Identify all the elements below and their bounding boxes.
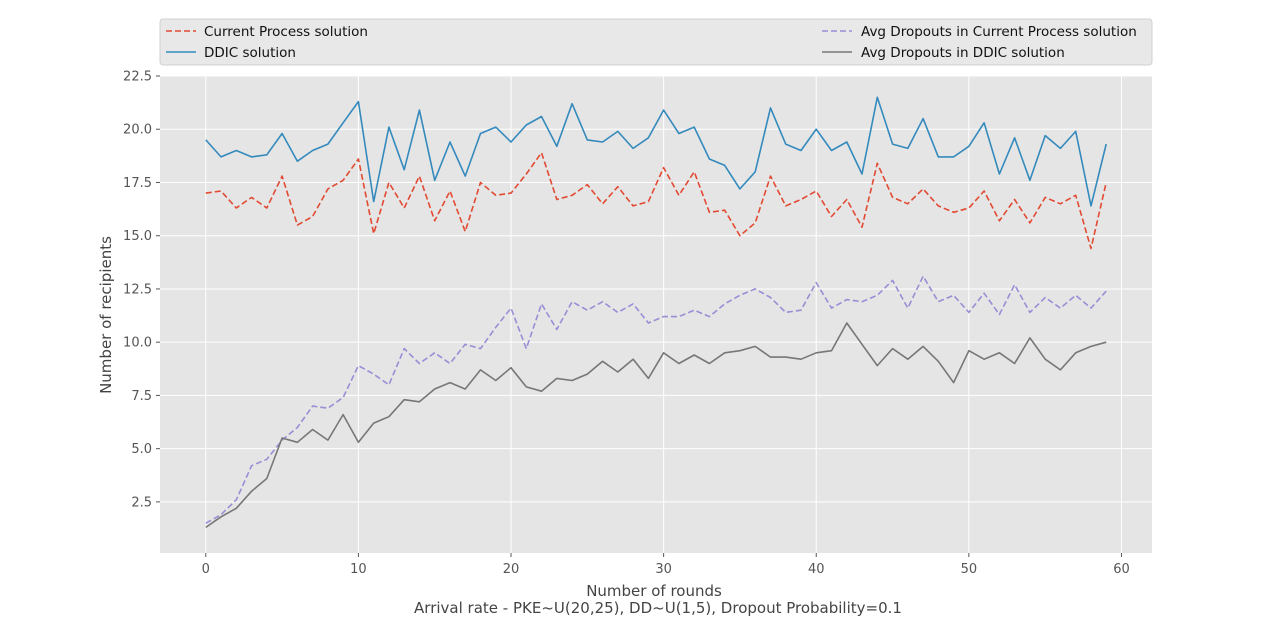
caption: Arrival rate - PKE~U(20,25), DD~U(1,5), … — [414, 599, 902, 617]
y-tick-label: 7.5 — [131, 389, 152, 404]
x-tick-label: 50 — [961, 562, 978, 577]
y-tick-label: 2.5 — [131, 495, 152, 510]
y-tick-label: 20.0 — [123, 123, 152, 138]
x-axis-label: Number of rounds — [586, 582, 722, 600]
series-line-current-process — [205, 151, 1107, 250]
series-line-avg-dropouts-ddic — [205, 322, 1107, 529]
series-lines — [205, 96, 1107, 529]
gridlines — [160, 75, 1152, 553]
x-tick-label: 0 — [202, 562, 210, 577]
x-tick-label: 20 — [503, 562, 520, 577]
y-tick-label: 15.0 — [123, 229, 152, 244]
y-tick-label: 10.0 — [123, 336, 152, 351]
legend-label-ddic: DDIC solution — [204, 45, 296, 61]
legend-label-current-process: Current Process solution — [204, 24, 368, 40]
legend-box — [159, 18, 1153, 66]
series-line-avg-dropouts-current — [205, 275, 1107, 524]
x-axis-ticks: 0 10 20 30 40 50 60 — [202, 553, 1130, 577]
x-tick-label: 30 — [655, 562, 672, 577]
y-tick-label: 5.0 — [131, 442, 152, 457]
x-tick-label: 40 — [808, 562, 825, 577]
x-tick-label: 10 — [350, 562, 367, 577]
legend-label-avg-dropouts-current: Avg Dropouts in Current Process solution — [861, 24, 1137, 40]
y-tick-label: 22.5 — [123, 70, 152, 85]
x-tick-label: 60 — [1113, 562, 1130, 577]
legend: Current Process solution DDIC solution A… — [159, 18, 1153, 66]
y-tick-label: 12.5 — [123, 282, 152, 297]
y-axis-label: Number of recipients — [97, 236, 115, 394]
plot-area-background — [160, 76, 1152, 553]
y-axis-ticks: 2.5 5.0 7.5 10.0 12.5 15.0 17.5 20.0 22.5 — [123, 70, 160, 510]
series-line-ddic — [205, 96, 1107, 207]
y-tick-label: 17.5 — [123, 176, 152, 191]
legend-label-avg-dropouts-ddic: Avg Dropouts in DDIC solution — [861, 45, 1065, 61]
